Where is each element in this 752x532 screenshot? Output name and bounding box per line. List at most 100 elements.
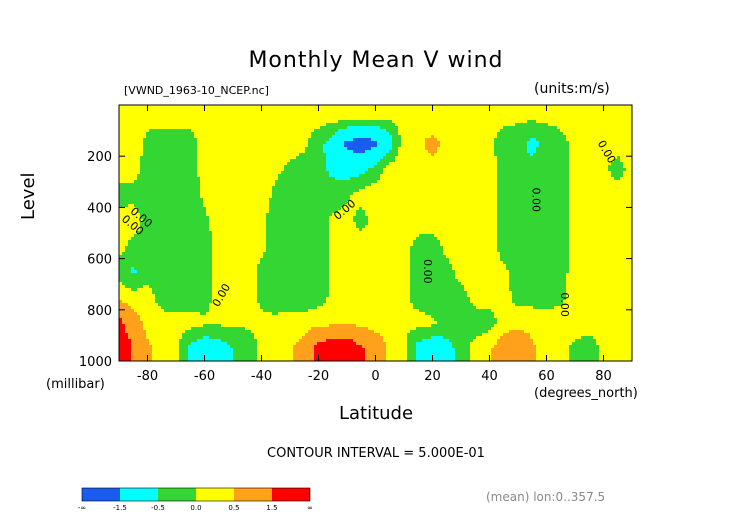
field-cell: [236, 207, 239, 210]
field-cell: [281, 123, 284, 126]
field-cell: [215, 129, 218, 132]
field-cell: [158, 246, 161, 249]
field-cell: [263, 351, 266, 354]
field-cell: [170, 231, 173, 234]
field-cell: [200, 345, 203, 348]
field-cell: [269, 108, 272, 111]
field-cell: [206, 162, 209, 165]
field-cell: [164, 330, 167, 333]
field-cell: [239, 117, 242, 120]
field-cell: [200, 336, 203, 339]
field-cell: [257, 177, 260, 180]
field-cell: [212, 351, 215, 354]
field-cell: [227, 312, 230, 315]
field-cell: [227, 105, 230, 108]
field-cell: [155, 291, 158, 294]
field-cell: [164, 105, 167, 108]
field-cell: [236, 270, 239, 273]
field-cell: [164, 273, 167, 276]
field-cell: [278, 177, 281, 180]
field-cell: [248, 231, 251, 234]
field-cell: [263, 267, 266, 270]
field-cell: [188, 237, 191, 240]
field-cell: [134, 282, 137, 285]
field-cell: [230, 354, 233, 357]
field-cell: [149, 186, 152, 189]
field-cell: [224, 108, 227, 111]
field-cell: [278, 204, 281, 207]
field-cell: [131, 315, 134, 318]
field-cell: [167, 108, 170, 111]
field-cell: [290, 285, 293, 288]
field-cell: [200, 234, 203, 237]
field-cell: [173, 231, 176, 234]
field-cell: [149, 156, 152, 159]
field-cell: [182, 105, 185, 108]
field-cell: [224, 117, 227, 120]
field-cell: [233, 336, 236, 339]
field-cell: [257, 216, 260, 219]
field-cell: [257, 225, 260, 228]
field-cell: [182, 108, 185, 111]
field-cell: [197, 342, 200, 345]
field-cell: [272, 351, 275, 354]
field-cell: [284, 210, 287, 213]
field-cell: [161, 153, 164, 156]
field-cell: [281, 144, 284, 147]
field-cell: [254, 300, 257, 303]
field-cell: [152, 333, 155, 336]
field-cell: [122, 144, 125, 147]
field-cell: [179, 204, 182, 207]
field-cell: [176, 261, 179, 264]
field-cell: [182, 330, 185, 333]
field-cell: [242, 111, 245, 114]
field-cell: [284, 231, 287, 234]
field-cell: [206, 327, 209, 330]
field-cell: [119, 321, 122, 324]
field-cell: [254, 111, 257, 114]
field-cell: [287, 153, 290, 156]
field-cell: [281, 297, 284, 300]
field-cell: [266, 135, 269, 138]
field-cell: [263, 171, 266, 174]
field-cell: [143, 141, 146, 144]
field-cell: [182, 141, 185, 144]
field-cell: [200, 267, 203, 270]
field-cell: [188, 333, 191, 336]
field-cell: [149, 180, 152, 183]
field-cell: [242, 219, 245, 222]
field-cell: [152, 240, 155, 243]
field-cell: [257, 234, 260, 237]
field-cell: [257, 249, 260, 252]
field-cell: [170, 303, 173, 306]
field-cell: [215, 174, 218, 177]
field-cell: [278, 285, 281, 288]
field-cell: [245, 282, 248, 285]
field-cell: [191, 261, 194, 264]
field-cell: [269, 201, 272, 204]
field-cell: [254, 315, 257, 318]
field-cell: [128, 246, 131, 249]
field-cell: [221, 243, 224, 246]
field-cell: [221, 321, 224, 324]
field-cell: [143, 273, 146, 276]
field-cell: [221, 249, 224, 252]
field-cell: [266, 207, 269, 210]
field-cell: [212, 123, 215, 126]
field-cell: [263, 111, 266, 114]
field-cell: [167, 339, 170, 342]
field-cell: [263, 213, 266, 216]
field-cell: [152, 261, 155, 264]
field-cell: [203, 213, 206, 216]
field-cell: [197, 213, 200, 216]
field-cell: [194, 132, 197, 135]
field-cell: [275, 300, 278, 303]
field-cell: [182, 168, 185, 171]
field-cell: [215, 114, 218, 117]
field-cell: [269, 114, 272, 117]
field-cell: [287, 186, 290, 189]
field-cell: [260, 138, 263, 141]
field-cell: [152, 252, 155, 255]
field-cell: [290, 333, 293, 336]
field-cell: [179, 129, 182, 132]
